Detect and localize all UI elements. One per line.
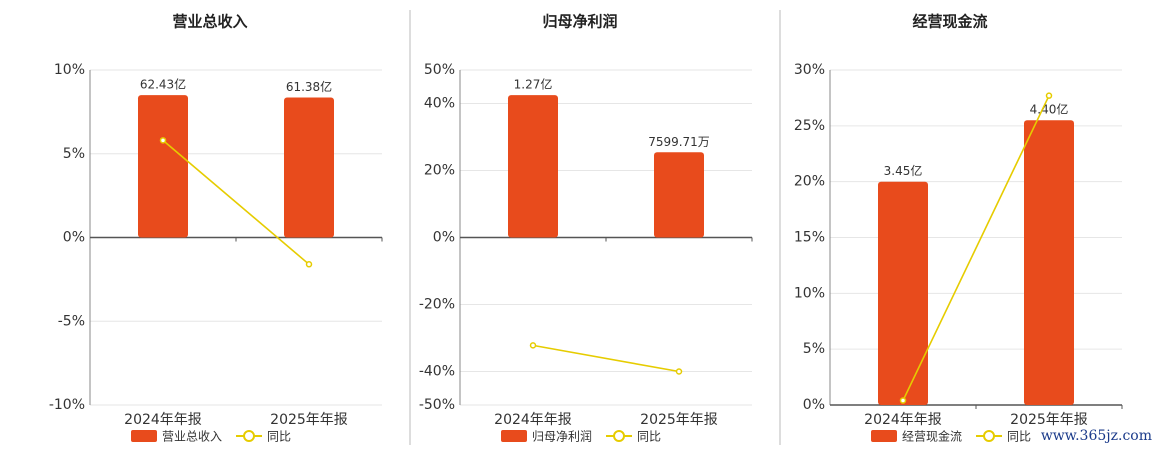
y-tick-label: 5% — [63, 146, 85, 162]
y-tick-label: -50% — [419, 397, 455, 413]
data-label: 3.45亿 — [884, 163, 923, 178]
y-tick-label: 20% — [794, 174, 825, 190]
line-marker — [529, 342, 537, 349]
legend-swatch — [871, 430, 897, 442]
bar — [284, 97, 334, 238]
data-label: 1.27亿 — [514, 77, 553, 92]
bar — [508, 95, 558, 238]
y-tick-label: 25% — [794, 118, 825, 134]
line-marker — [1045, 92, 1053, 99]
data-label: 61.38亿 — [286, 79, 332, 94]
y-tick-label: 40% — [424, 96, 455, 112]
legend-swatch — [243, 430, 256, 442]
line — [162, 139, 310, 265]
bar — [138, 95, 188, 238]
y-tick-label: 10% — [794, 285, 825, 301]
y-tick-label: 15% — [794, 230, 825, 246]
line-marker — [675, 368, 683, 375]
legend-swatch — [501, 430, 527, 442]
legend-label: 同比 — [1007, 430, 1031, 444]
y-tick-label: -40% — [419, 364, 455, 380]
legend-label: 同比 — [637, 430, 661, 444]
data-label: 62.43亿 — [140, 77, 186, 92]
line — [902, 95, 1050, 401]
x-tick-label: 2025年年报 — [640, 412, 718, 428]
y-tick-label: -20% — [419, 297, 455, 313]
x-tick-label: 2024年年报 — [864, 412, 942, 428]
y-tick-label: 10% — [54, 62, 85, 78]
legend-label: 同比 — [267, 430, 291, 444]
x-tick-label: 2024年年报 — [494, 412, 572, 428]
legend-label: 营业总收入 — [162, 430, 222, 444]
bar — [654, 152, 704, 238]
y-tick-label: 30% — [794, 62, 825, 78]
bar — [878, 181, 928, 405]
y-tick-label: -5% — [58, 313, 85, 329]
legend-swatch — [613, 430, 626, 442]
data-label: 7599.71万 — [648, 135, 710, 149]
line-marker — [159, 137, 167, 144]
chart-title: 经营现金流 — [912, 13, 987, 31]
x-tick-label: 2025年年报 — [270, 412, 348, 428]
y-tick-label: 50% — [424, 62, 455, 78]
x-tick-label: 2024年年报 — [124, 412, 202, 428]
data-label: 4.40亿 — [1030, 102, 1069, 117]
y-tick-label: 0% — [433, 230, 455, 246]
bar — [1024, 120, 1074, 405]
legend-label: 经营现金流 — [902, 429, 962, 444]
legend-label: 归母净利润 — [532, 430, 592, 444]
y-tick-label: 20% — [424, 163, 455, 179]
line — [532, 344, 680, 373]
chart-title: 营业总收入 — [172, 13, 247, 31]
y-tick-label: 0% — [803, 397, 825, 413]
x-tick-label: 2025年年报 — [1010, 412, 1088, 428]
watermark: www.365jz.com — [1041, 428, 1152, 444]
legend-swatch — [131, 430, 157, 442]
y-tick-label: -10% — [49, 397, 85, 413]
chart-title: 归母净利润 — [542, 13, 617, 31]
legend-swatch — [983, 430, 996, 442]
y-tick-label: 0% — [63, 230, 85, 246]
line-marker — [305, 261, 313, 268]
y-tick-label: 5% — [803, 341, 825, 357]
line-marker — [899, 397, 907, 404]
